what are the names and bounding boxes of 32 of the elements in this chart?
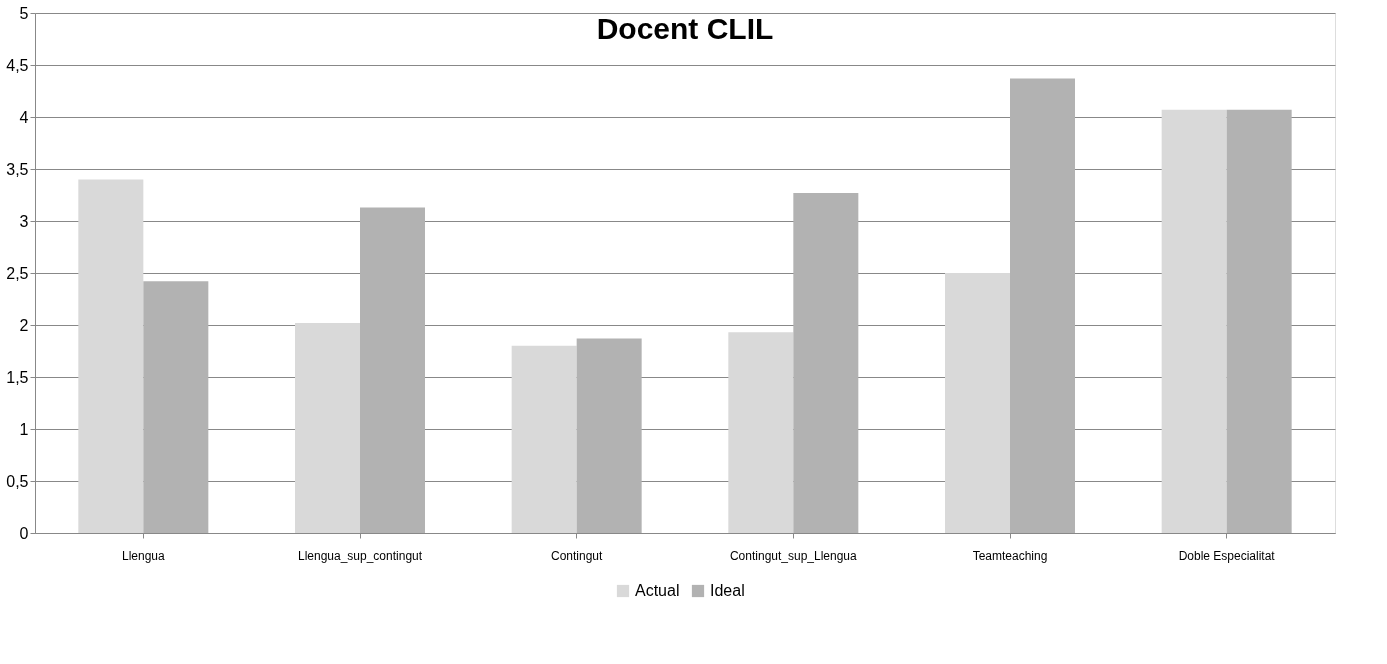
x-tick-label: Llengua (121, 548, 166, 563)
bar (1226, 109, 1292, 533)
y-tick-label: 4 (19, 108, 29, 126)
legend-label: Ideal (710, 582, 745, 599)
bar (793, 192, 859, 533)
y-tick-label: 2 (19, 316, 29, 334)
y-tick-label: 5 (19, 4, 29, 22)
legend-label: Actual (635, 582, 680, 599)
y-tick-label: 0,5 (6, 472, 29, 490)
y-tick-label: 0 (19, 524, 29, 542)
bar (576, 338, 642, 533)
bar (945, 273, 1010, 533)
bar (511, 345, 577, 533)
y-tick-label: 3 (19, 212, 29, 230)
bar (295, 322, 360, 533)
bar (360, 207, 425, 533)
y-tick-label: 4,5 (6, 56, 29, 74)
bar (78, 179, 144, 533)
bar (728, 332, 794, 533)
x-tick-label: Contingut (550, 548, 604, 563)
y-tick-label: 3,5 (6, 160, 29, 178)
bar (1010, 78, 1075, 533)
x-tick-label: Llengua_sup_contingut (297, 548, 423, 563)
y-tick-label: 1,5 (6, 368, 29, 386)
bar (1161, 109, 1227, 533)
x-tick-label: Contingut_sup_Llengua (729, 548, 858, 563)
bar (143, 281, 209, 533)
y-tick-label: 2,5 (6, 264, 29, 282)
y-tick-label: 1 (19, 420, 29, 438)
x-tick-label: Doble Especialitat (1178, 548, 1276, 563)
x-tick-label: Teamteaching (972, 548, 1048, 563)
chart-title: Docent CLIL (596, 12, 774, 45)
